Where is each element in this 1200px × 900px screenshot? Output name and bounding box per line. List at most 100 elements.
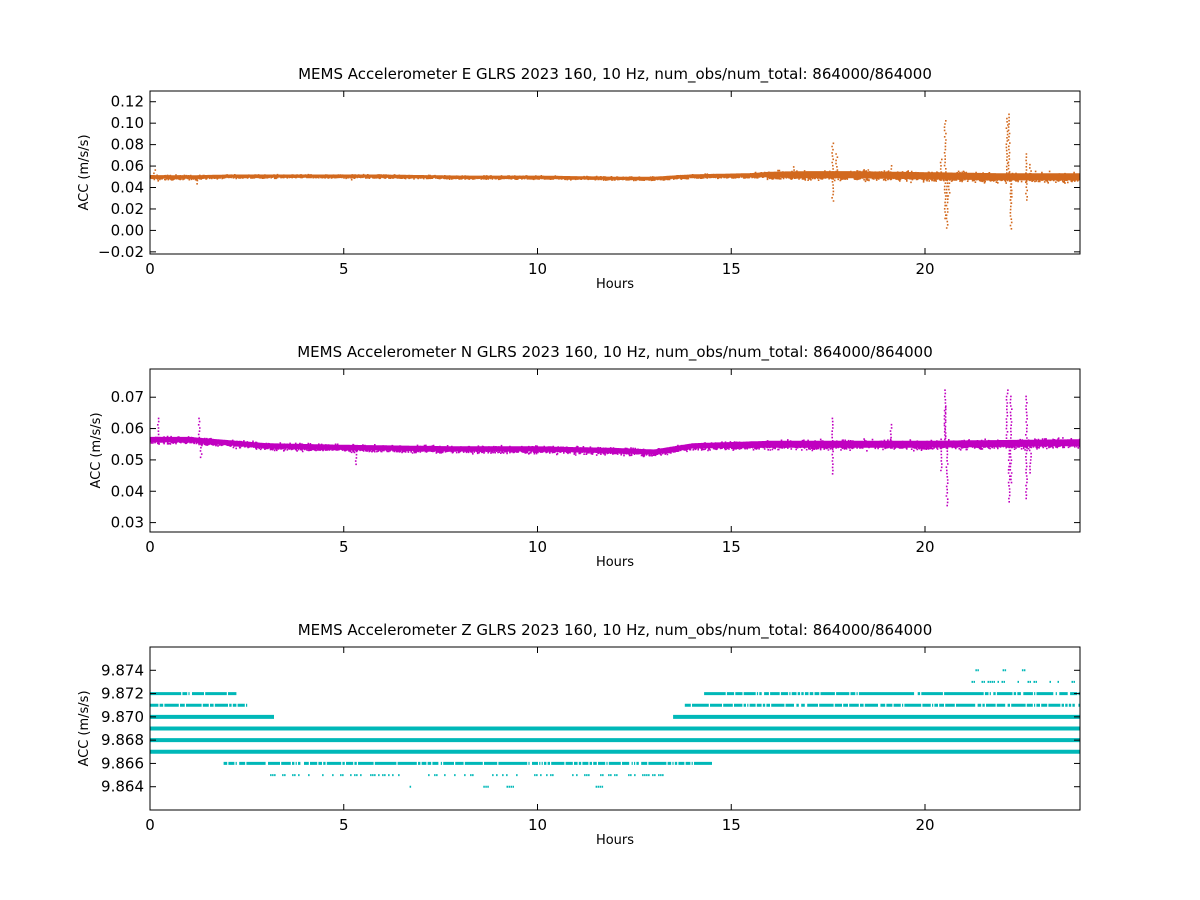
level-band bbox=[150, 738, 1080, 743]
x-tick-label: 5 bbox=[339, 260, 349, 278]
outlier-point bbox=[1025, 395, 1028, 442]
outlier-point bbox=[195, 176, 199, 185]
y-axis-label: ACC (m/s/s) bbox=[77, 134, 92, 210]
y-tick-label: 0.04 bbox=[111, 179, 144, 197]
level-band bbox=[150, 749, 1080, 754]
chart-title: MEMS Accelerometer N GLRS 2023 160, 10 H… bbox=[297, 343, 933, 362]
data-points bbox=[150, 113, 1080, 230]
outlier-point bbox=[1009, 395, 1013, 442]
y-tick-label: 0.06 bbox=[111, 420, 144, 438]
y-tick-label: 0.04 bbox=[111, 482, 144, 500]
y-tick-label: 0.03 bbox=[111, 514, 144, 532]
outlier-point bbox=[835, 153, 839, 174]
outlier-point bbox=[1029, 163, 1032, 179]
y-tick-label: 0.10 bbox=[111, 114, 144, 132]
level-band bbox=[150, 714, 1080, 719]
outlier-point bbox=[831, 142, 835, 177]
outlier-point bbox=[889, 423, 893, 445]
outlier-point bbox=[1005, 389, 1009, 443]
data-band bbox=[150, 435, 1080, 458]
outlier-point bbox=[1028, 443, 1032, 474]
y-tick-label: 9.866 bbox=[101, 754, 144, 772]
chart-panel-0: 0 5 10 15 20 −0.02 0.00 0.02 0.04 0.06 0.08 0.10 0.1… bbox=[77, 65, 1081, 292]
y-axis-label: ACC (m/s/s) bbox=[89, 412, 104, 488]
x-tick-label: 10 bbox=[528, 538, 547, 556]
outlier-point bbox=[943, 389, 947, 446]
x-tick-label: 15 bbox=[722, 260, 741, 278]
outlier-point bbox=[1025, 443, 1028, 500]
y-axis-label: ACC (m/s/s) bbox=[77, 690, 92, 766]
y-tick-label: 9.864 bbox=[101, 778, 144, 796]
plot-frame bbox=[149, 90, 1081, 255]
plot-frame bbox=[149, 368, 1081, 533]
outlier-point bbox=[831, 444, 834, 475]
level-band bbox=[270, 774, 664, 777]
y-tick-label: −0.02 bbox=[98, 243, 144, 261]
outlier-point bbox=[354, 447, 358, 466]
y-tick-label: 0.12 bbox=[111, 93, 144, 111]
outlier-point bbox=[831, 417, 834, 445]
data-band bbox=[150, 169, 1080, 184]
x-tick-label: 10 bbox=[528, 816, 547, 834]
level-band bbox=[150, 703, 1080, 707]
outlier-point bbox=[792, 166, 795, 175]
y-tick-label: 0.08 bbox=[111, 136, 144, 154]
outlier-point bbox=[945, 444, 949, 507]
outlier-point bbox=[1007, 113, 1011, 176]
chart-title: MEMS Accelerometer Z GLRS 2023 160, 10 H… bbox=[298, 621, 933, 640]
level-band bbox=[971, 680, 1075, 683]
x-tick-label: 10 bbox=[528, 260, 547, 278]
data-points bbox=[150, 389, 1080, 507]
x-tick-label: 0 bbox=[145, 538, 155, 556]
x-axis-label: Hours bbox=[596, 555, 634, 570]
outlier-point bbox=[939, 158, 943, 177]
plot-frame bbox=[149, 646, 1081, 811]
y-tick-label: 0.02 bbox=[111, 200, 144, 218]
outlier-point bbox=[889, 165, 893, 177]
x-tick-label: 15 bbox=[722, 816, 741, 834]
level-band bbox=[150, 726, 1080, 731]
x-tick-label: 20 bbox=[915, 260, 934, 278]
data-points bbox=[150, 669, 1080, 788]
x-tick-label: 0 bbox=[145, 260, 155, 278]
y-tick-label: 0.07 bbox=[111, 388, 144, 406]
y-tick-label: 9.868 bbox=[101, 731, 144, 749]
outlier-point bbox=[157, 417, 160, 439]
level-band bbox=[150, 692, 1080, 696]
x-tick-label: 15 bbox=[722, 538, 741, 556]
outlier-point bbox=[157, 176, 160, 182]
y-tick-label: 0.06 bbox=[111, 157, 144, 175]
outlier-point bbox=[199, 440, 203, 459]
x-axis-label: Hours bbox=[596, 277, 634, 292]
chart-title: MEMS Accelerometer E GLRS 2023 160, 10 H… bbox=[298, 65, 932, 84]
x-tick-label: 5 bbox=[339, 538, 349, 556]
y-tick-label: 9.872 bbox=[101, 685, 144, 703]
outlier-point bbox=[943, 120, 947, 176]
level-band bbox=[223, 761, 712, 765]
x-axis-label: Hours bbox=[596, 833, 634, 848]
y-tick-label: 9.870 bbox=[101, 708, 144, 726]
x-tick-label: 20 bbox=[915, 538, 934, 556]
outlier-point bbox=[350, 175, 354, 181]
outlier-point bbox=[1009, 443, 1013, 484]
outlier-point bbox=[153, 169, 157, 178]
outlier-point bbox=[1009, 176, 1013, 204]
outlier-point bbox=[197, 417, 201, 442]
x-tick-label: 5 bbox=[339, 816, 349, 834]
outlier-point bbox=[947, 176, 951, 197]
level-band bbox=[975, 669, 1026, 672]
outlier-point bbox=[943, 406, 947, 444]
y-tick-label: 0.05 bbox=[111, 451, 144, 469]
y-tick-label: 0.00 bbox=[111, 221, 144, 239]
outlier-point bbox=[831, 174, 835, 202]
outlier-point bbox=[1005, 117, 1009, 177]
outlier-point bbox=[1007, 443, 1011, 503]
chart-panel-2: 0 5 10 15 20 9.864 9.866 9.868 9.870 9.872 9.874 ME… bbox=[77, 621, 1081, 848]
y-tick-label: 9.874 bbox=[101, 661, 144, 679]
level-band bbox=[409, 785, 604, 788]
outlier-point bbox=[943, 176, 947, 220]
x-tick-label: 0 bbox=[145, 816, 155, 834]
x-tick-label: 20 bbox=[915, 816, 934, 834]
chart-panel-1: 0 5 10 15 20 0.03 0.04 0.05 0.06 0.07 MEMS Acceler… bbox=[89, 343, 1081, 570]
